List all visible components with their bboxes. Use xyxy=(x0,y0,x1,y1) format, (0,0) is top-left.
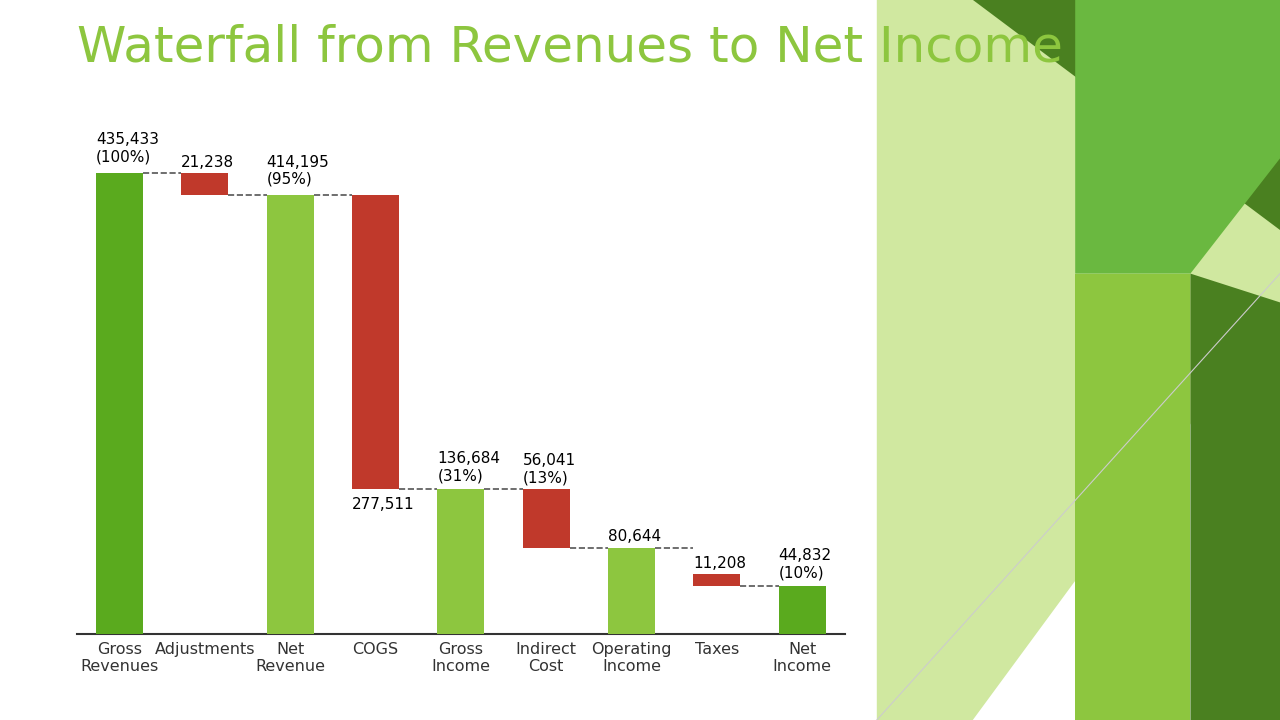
Bar xyxy=(266,195,314,634)
Text: 277,511: 277,511 xyxy=(352,498,415,513)
Text: Waterfall from Revenues to Net Income: Waterfall from Revenues to Net Income xyxy=(77,24,1062,72)
Text: 80,644: 80,644 xyxy=(608,529,662,544)
Bar xyxy=(694,575,740,586)
Text: 136,684
(31%): 136,684 (31%) xyxy=(438,451,500,484)
Bar xyxy=(96,173,143,634)
Bar xyxy=(778,586,826,634)
Text: 435,433
(100%): 435,433 (100%) xyxy=(96,132,159,164)
Bar xyxy=(352,195,399,489)
Bar xyxy=(608,549,655,634)
Bar xyxy=(182,173,228,195)
Text: 44,832
(10%): 44,832 (10%) xyxy=(778,549,832,581)
Text: 11,208: 11,208 xyxy=(694,556,746,571)
Text: 21,238: 21,238 xyxy=(182,155,234,170)
Bar xyxy=(522,489,570,549)
Text: 56,041
(13%): 56,041 (13%) xyxy=(522,454,576,486)
Bar xyxy=(438,489,484,634)
Text: 414,195
(95%): 414,195 (95%) xyxy=(266,155,329,187)
